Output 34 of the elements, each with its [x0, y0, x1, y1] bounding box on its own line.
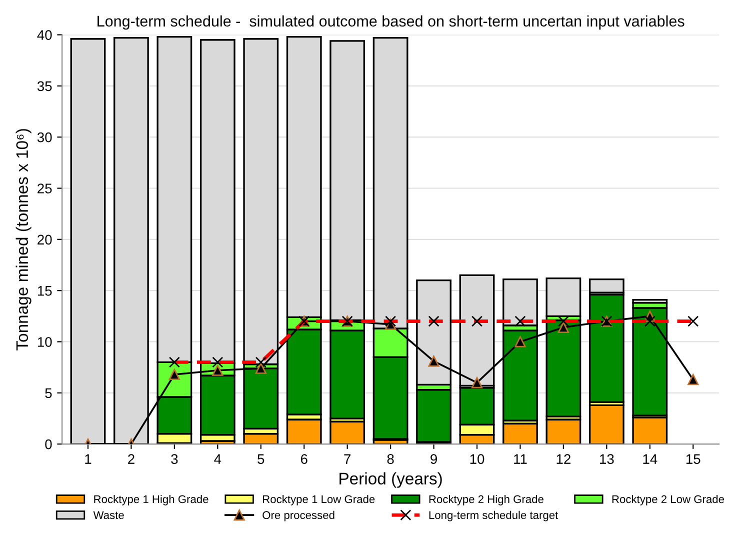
- x-tick-label: 8: [387, 454, 394, 464]
- x-tick-label: 10: [470, 454, 484, 464]
- y-tick-label: 5: [45, 388, 52, 398]
- x-tick-label: 15: [686, 454, 700, 464]
- legend-label: Rocktype 1 Low Grade: [263, 494, 375, 506]
- x-tick-label: 11: [514, 454, 527, 464]
- legend-label: Rocktype 2 Low Grade: [612, 494, 724, 506]
- x-tick-label: 14: [643, 454, 658, 464]
- y-tick-label: 35: [37, 81, 52, 92]
- y-tick-label: 10: [38, 337, 52, 347]
- x-tick-label: 12: [556, 454, 570, 464]
- y-tick-label: 0: [45, 439, 52, 450]
- y-tick-label: 15: [38, 286, 52, 296]
- x-tick-label: 2: [128, 454, 134, 464]
- y-tick-label: 40: [37, 30, 52, 40]
- x-tick-label: 13: [600, 454, 614, 464]
- x-tick-label: 1: [85, 454, 92, 464]
- x-tick-label: 4: [214, 454, 222, 464]
- x-tick-label: 9: [430, 454, 437, 464]
- y-tick-label: 30: [37, 132, 52, 142]
- x-tick-label: 7: [344, 454, 350, 464]
- x-tick-label: 6: [300, 454, 308, 464]
- x-axis-title: Period (years): [340, 472, 442, 488]
- x-tick-label: 3: [171, 454, 178, 464]
- y-tick-label: 20: [38, 234, 52, 245]
- legend-label: Rocktype 2 High Grade: [429, 494, 544, 506]
- y-axis-title: Tonnage mined (tonnes x 10⁶): [16, 129, 32, 350]
- legend-label: Long-term schedule target: [429, 510, 558, 522]
- x-tick-label: 5: [258, 454, 264, 464]
- chart-title: Long-term schedule - simulated outcome based on short-term uncertan input variables: [98, 15, 684, 30]
- legend-label: Ore processed: [262, 510, 334, 522]
- y-tick-label: 25: [38, 184, 52, 194]
- legend-label: Rocktype 1 High Grade: [94, 494, 208, 506]
- legend-label: Waste: [93, 511, 124, 520]
